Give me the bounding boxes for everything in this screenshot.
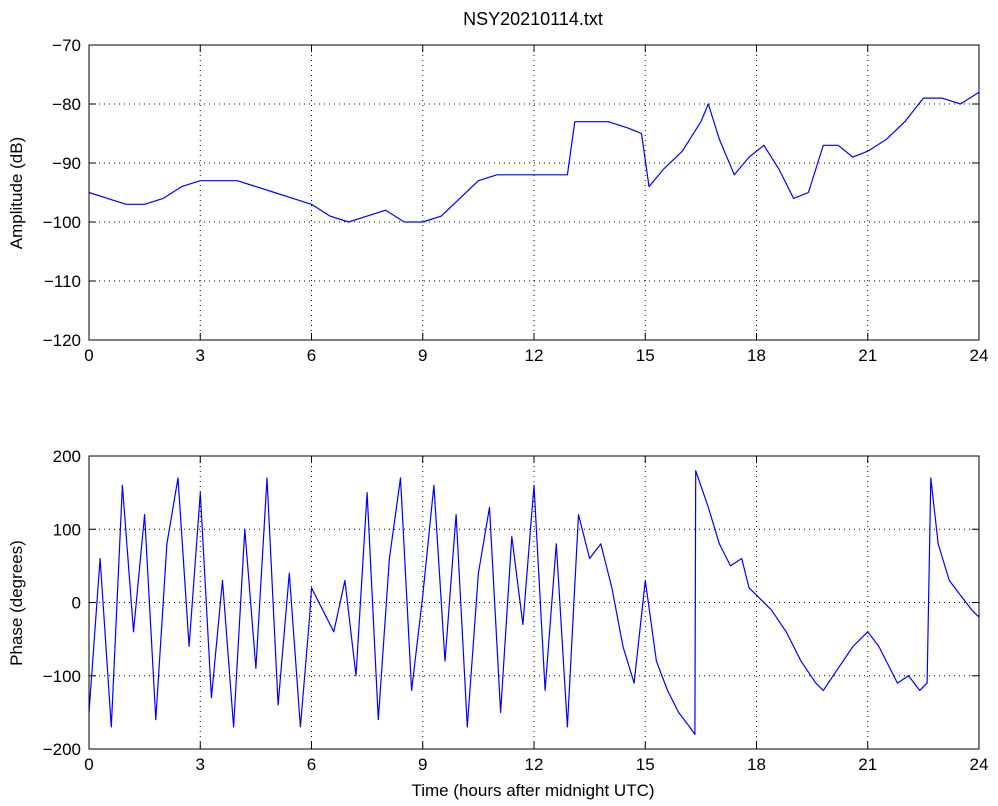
- phase-x-tick-label: 15: [636, 755, 655, 774]
- phase-x-tick-label: 9: [418, 755, 427, 774]
- amplitude-x-tick-label: 18: [747, 346, 766, 365]
- phase-x-tick-label: 24: [970, 755, 989, 774]
- phase-y-axis-label: Phase (degrees): [7, 540, 26, 666]
- phase-x-tick-label: 18: [747, 755, 766, 774]
- phase-x-tick-label: 3: [196, 755, 205, 774]
- amplitude-plot-border: [88, 44, 980, 341]
- amplitude-x-tick-label: 6: [307, 346, 316, 365]
- amplitude-series-line: [88, 91, 980, 223]
- phase-y-tick-label: 200: [53, 447, 81, 466]
- amplitude-y-tick-label: −70: [52, 36, 81, 55]
- phase-y-tick-label: 100: [53, 520, 81, 539]
- phase-x-tick-label: 6: [307, 755, 316, 774]
- amplitude-x-tick-label: 21: [858, 346, 877, 365]
- amplitude-x-tick-label: 0: [84, 346, 93, 365]
- amplitude-x-tick-label: 3: [196, 346, 205, 365]
- amplitude-x-tick-label: 12: [525, 346, 544, 365]
- phase-plot-border: [88, 455, 980, 750]
- phase-y-tick-label: −100: [43, 667, 81, 686]
- phase-series-line: [88, 470, 980, 735]
- phase-y-tick-label: 0: [72, 594, 81, 613]
- phase-x-tick-label: 21: [858, 755, 877, 774]
- amplitude-y-tick-label: −120: [43, 331, 81, 350]
- amplitude-chart-title: NSY20210114.txt: [463, 9, 603, 29]
- phase-y-tick-label: −200: [43, 740, 81, 759]
- amplitude-y-tick-label: −110: [44, 272, 81, 291]
- phase-chart: Phase (degrees) Time (hours after midnig…: [7, 447, 988, 800]
- phase-x-tick-label: 12: [525, 755, 544, 774]
- amplitude-x-tick-label: 15: [636, 346, 655, 365]
- amplitude-y-tick-label: −100: [43, 213, 81, 232]
- amplitude-chart: NSY20210114.txt Amplitude (dB) 0 3 6 9 12 15 1…: [7, 9, 988, 365]
- amplitude-y-tick-label: −90: [52, 154, 81, 173]
- amplitude-y-axis-label: Amplitude (dB): [7, 137, 26, 249]
- phase-x-axis-label: Time (hours after midnight UTC): [411, 781, 654, 800]
- amplitude-y-tick-label: −80: [52, 95, 81, 114]
- amplitude-x-tick-label: 9: [418, 346, 427, 365]
- phase-x-tick-label: 0: [84, 755, 93, 774]
- amplitude-x-tick-label: 24: [970, 346, 989, 365]
